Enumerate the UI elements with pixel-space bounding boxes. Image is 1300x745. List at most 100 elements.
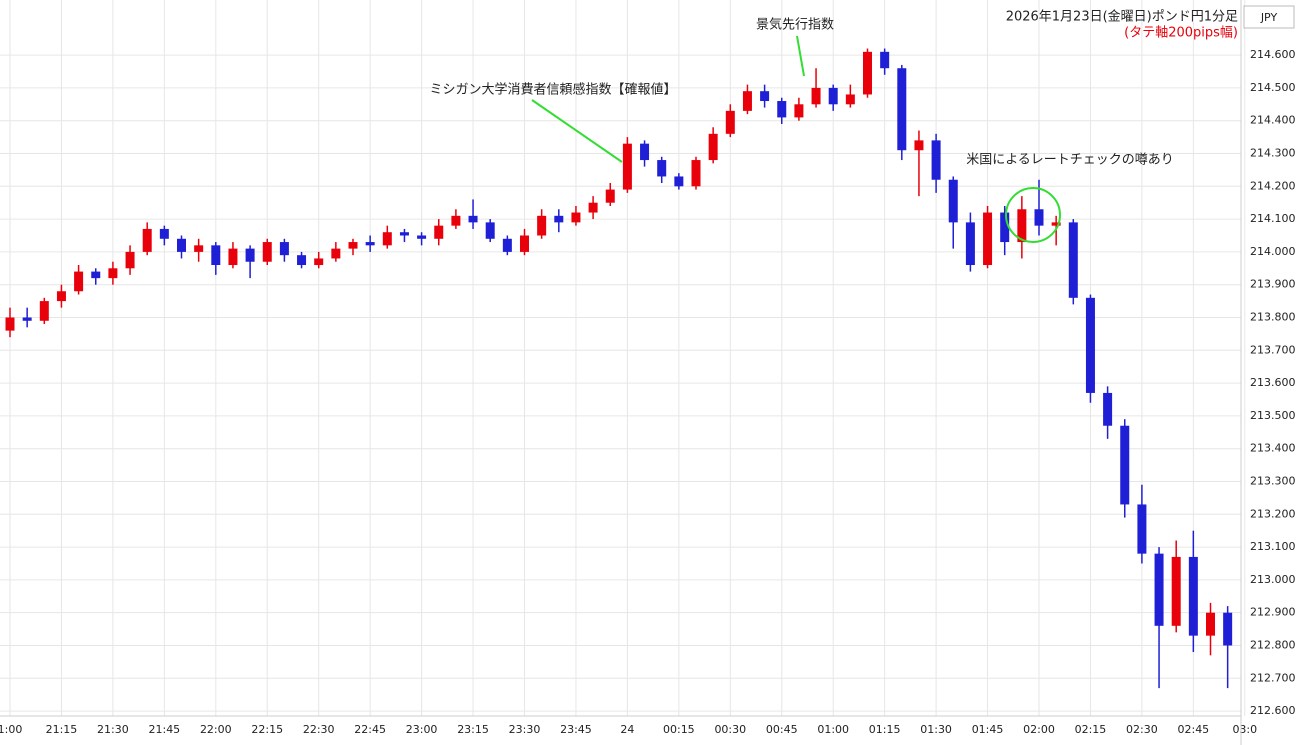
y-tick-label: 214.100 <box>1250 212 1296 225</box>
x-tick-label: 01:30 <box>920 723 952 736</box>
candle-body <box>297 255 307 266</box>
y-tick-label: 214.300 <box>1250 146 1296 159</box>
candle-body <box>5 317 15 331</box>
candle-body <box>485 222 495 239</box>
x-tick-label: 21:45 <box>148 723 180 736</box>
x-tick-label: 24 <box>620 723 634 736</box>
x-tick-label: 00:30 <box>714 723 746 736</box>
candle-body <box>537 215 547 236</box>
chart-title: 2026年1月23日(金曜日)ポンド円1分足 <box>1006 9 1238 25</box>
candle-body <box>1085 297 1095 393</box>
y-tick-label: 214.500 <box>1250 81 1296 94</box>
x-tick-label: 23:30 <box>509 723 541 736</box>
candle-body <box>708 133 718 161</box>
candle-body <box>640 143 650 161</box>
candle-body <box>794 104 804 118</box>
x-tick-label: 02:00 <box>1023 723 1055 736</box>
candle-body <box>399 232 409 236</box>
annotation: 米国によるレートチェックの噂あり <box>966 153 1174 168</box>
y-tick-label: 213.400 <box>1250 442 1296 455</box>
candle-body <box>863 51 872 95</box>
x-tick-label: 23:15 <box>457 723 489 736</box>
x-tick-label: 01:00 <box>817 723 849 736</box>
candle-body <box>1154 553 1164 626</box>
candle-body <box>1188 556 1198 636</box>
candle-body <box>348 242 358 249</box>
candle-body <box>828 87 838 105</box>
annotation: ミシガン大学消費者信頼感指数【確報値】 <box>429 82 676 98</box>
candle-body <box>417 235 427 239</box>
x-tick-label: 23:45 <box>560 723 592 736</box>
candle-body <box>691 160 701 187</box>
candle-body <box>1103 392 1113 426</box>
candle-body <box>314 258 324 266</box>
candle-body <box>1171 556 1181 626</box>
candle-body <box>434 225 444 239</box>
candle-body <box>605 189 615 203</box>
chart-subtitle: (タテ軸200pips幅) <box>1124 26 1238 41</box>
annotation-pointer <box>796 35 805 77</box>
candle-body <box>177 238 186 252</box>
candle-body <box>725 110 735 134</box>
y-tick-label: 213.700 <box>1250 343 1296 356</box>
candle-body <box>468 215 478 223</box>
candle-body <box>74 271 84 292</box>
x-tick-label: 22:00 <box>200 723 232 736</box>
candle-body <box>657 160 667 177</box>
annotation-pointer <box>531 99 623 163</box>
y-tick-label: 213.000 <box>1250 573 1296 586</box>
candle-body <box>554 215 564 223</box>
x-tick-label: 22:15 <box>251 723 283 736</box>
y-tick-label: 212.800 <box>1250 638 1296 651</box>
candle-body <box>1034 209 1044 226</box>
candle-body <box>811 87 821 105</box>
candle-body <box>451 215 461 226</box>
candle-body <box>108 268 118 279</box>
candle-body <box>91 271 101 279</box>
candle-body <box>1068 222 1078 298</box>
candle-body <box>142 228 152 252</box>
candle-body <box>897 68 907 151</box>
x-tick-label: 02:45 <box>1177 723 1209 736</box>
y-tick-label: 212.900 <box>1250 606 1296 619</box>
y-tick-label: 212.600 <box>1250 704 1296 717</box>
candle-body <box>39 301 49 321</box>
candle-body <box>279 242 289 256</box>
x-tick-label: 02:30 <box>1126 723 1158 736</box>
annotation: 景気先行指数 <box>756 17 834 33</box>
candle-body <box>194 245 204 252</box>
candle-body <box>228 248 238 266</box>
x-tick-label: 02:15 <box>1075 723 1107 736</box>
x-tick-label: 1:00 <box>0 723 22 736</box>
x-tick-label: 01:15 <box>869 723 901 736</box>
x-tick-label: 00:15 <box>663 723 695 736</box>
y-tick-label: 213.100 <box>1250 540 1296 553</box>
candle-body <box>1206 612 1215 636</box>
candle-body <box>1223 612 1233 646</box>
candle-body <box>571 212 581 223</box>
candle-body <box>211 245 221 266</box>
candle-body <box>56 291 66 302</box>
candle-body <box>245 248 255 262</box>
x-tick-label: 23:00 <box>406 723 438 736</box>
candle-body <box>983 212 993 266</box>
candle-body <box>1051 222 1061 226</box>
candle-body <box>1017 209 1027 243</box>
candle-body <box>331 248 341 259</box>
candle-body <box>674 176 684 187</box>
x-tick-label: 22:30 <box>303 723 335 736</box>
candle-body <box>22 317 32 321</box>
candle-body <box>777 101 787 118</box>
candle-body <box>965 222 975 266</box>
candle-body <box>1137 504 1147 554</box>
annotation-circle <box>1005 187 1061 243</box>
x-tick-label: 01:45 <box>972 723 1004 736</box>
candle-body <box>931 140 941 180</box>
candle-body <box>520 235 529 252</box>
candle-body <box>1120 425 1130 505</box>
y-tick-label: 213.600 <box>1250 376 1296 389</box>
y-tick-label: 212.700 <box>1250 671 1296 684</box>
y-tick-label: 213.800 <box>1250 310 1296 323</box>
y-tick-label: 213.300 <box>1250 474 1296 487</box>
